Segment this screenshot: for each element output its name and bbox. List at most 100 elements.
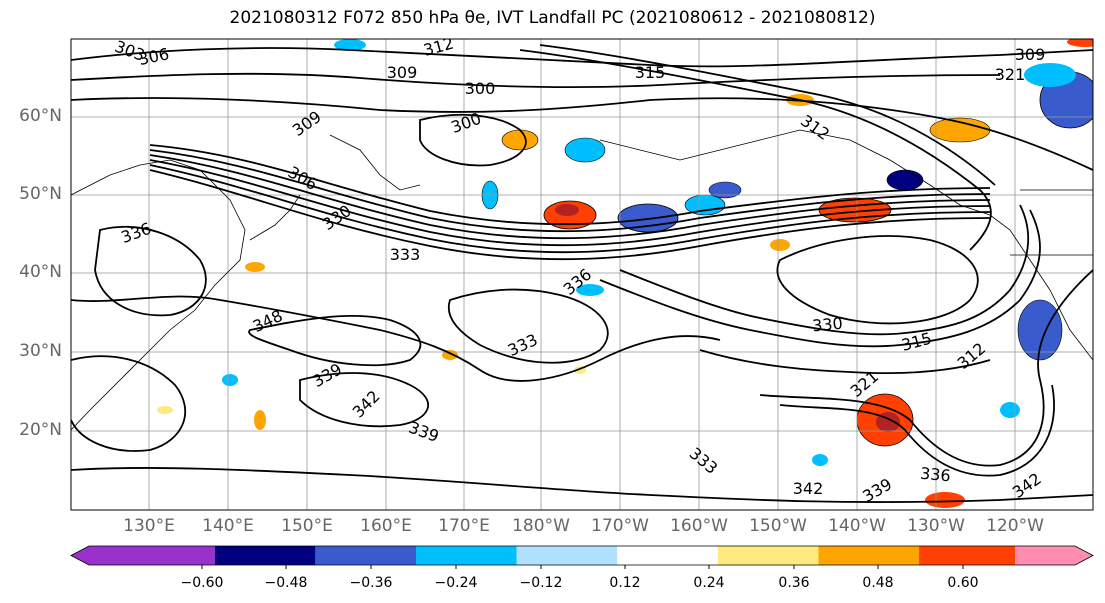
contour-line bbox=[299, 372, 429, 428]
contour-line bbox=[149, 149, 991, 233]
north-america-coastline bbox=[599, 129, 1093, 361]
negative-anomaly bbox=[708, 181, 742, 199]
positive-anomaly bbox=[925, 492, 965, 508]
negative-anomaly bbox=[334, 39, 366, 51]
negative-anomaly bbox=[617, 203, 679, 233]
positive-anomaly bbox=[1067, 39, 1093, 47]
contour-line bbox=[599, 209, 1041, 348]
contour-line bbox=[71, 72, 1001, 89]
colorbar-segment bbox=[315, 546, 416, 565]
negative-anomaly bbox=[576, 284, 604, 296]
contour-line bbox=[71, 355, 187, 452]
contour-label: 315 bbox=[635, 63, 666, 82]
contour-line bbox=[519, 49, 992, 251]
colorbar-tick-label: 0.48 bbox=[862, 575, 894, 591]
contour-line bbox=[539, 44, 996, 186]
asia-coastline bbox=[71, 159, 246, 431]
longitude-label: 160°W bbox=[670, 516, 728, 536]
negative-anomaly bbox=[812, 454, 828, 466]
longitude-label: 160°E bbox=[360, 516, 412, 536]
colorbar-tick-label: 0.36 bbox=[778, 575, 810, 591]
map-title: 2021080312 F072 850 hPa θe, IVT Landfall… bbox=[229, 8, 876, 28]
contour-label: 309 bbox=[1015, 45, 1046, 64]
colorbar-segment bbox=[717, 546, 819, 565]
positive-anomaly bbox=[254, 410, 266, 430]
contour-line bbox=[71, 295, 721, 382]
contour-line bbox=[779, 384, 1055, 477]
contour-line bbox=[248, 315, 422, 367]
colorbar-segment bbox=[214, 546, 316, 565]
colorbar-segment bbox=[818, 546, 920, 565]
contour-line bbox=[149, 169, 991, 261]
map-background bbox=[71, 39, 1093, 510]
positive-anomaly bbox=[501, 129, 539, 151]
negative-anomaly bbox=[1024, 63, 1076, 87]
negative-anomaly bbox=[564, 137, 606, 163]
contour-label: 336 bbox=[919, 464, 951, 486]
japan-coastline bbox=[249, 194, 301, 241]
negative-anomaly bbox=[222, 374, 238, 386]
contour-label: 333 bbox=[390, 245, 421, 264]
contour-line bbox=[94, 226, 207, 317]
contour-line bbox=[619, 204, 1030, 336]
contour-line bbox=[71, 467, 1093, 503]
contour-line bbox=[447, 288, 609, 364]
positive-anomaly bbox=[245, 262, 265, 272]
colorbar-extend-low bbox=[71, 546, 215, 565]
contour-label: 342 bbox=[793, 479, 824, 498]
kamchatka-coastline bbox=[329, 134, 421, 191]
latitude-label: 30°N bbox=[19, 341, 62, 361]
positive-anomaly bbox=[555, 204, 579, 216]
colorbar-tick-label: 0.24 bbox=[693, 575, 725, 591]
contour-label: 309 bbox=[387, 63, 418, 82]
colorbar-tick-label: −0.24 bbox=[434, 575, 478, 591]
colorbar-segment bbox=[516, 546, 618, 565]
colorbar-tick-label: −0.36 bbox=[349, 575, 393, 591]
graticule bbox=[71, 39, 1093, 510]
colorbar-outline bbox=[70, 545, 1094, 566]
colorbar bbox=[70, 545, 1094, 569]
contour-label: 330 bbox=[811, 314, 843, 336]
longitude-label: 130°E bbox=[123, 516, 175, 536]
longitude-label: 130°W bbox=[907, 516, 965, 536]
colorbar-tick-label: −0.48 bbox=[264, 575, 308, 591]
coastlines bbox=[71, 129, 1093, 431]
contour-label: 300 bbox=[465, 79, 496, 98]
colorbar-tick-label: 0.12 bbox=[609, 575, 641, 591]
contour-line bbox=[149, 159, 991, 247]
colorbar-segment bbox=[617, 546, 718, 565]
negative-anomaly bbox=[1017, 299, 1063, 361]
contour-line bbox=[699, 349, 991, 374]
map-frame bbox=[70, 38, 1094, 511]
contour-line bbox=[149, 144, 991, 226]
contour-line bbox=[759, 269, 1093, 467]
longitude-label: 140°E bbox=[202, 516, 254, 536]
contour-line bbox=[776, 235, 979, 325]
positive-anomaly bbox=[442, 350, 458, 360]
contour-line bbox=[149, 154, 991, 240]
negative-anomaly bbox=[1000, 402, 1020, 418]
latitude-label: 40°N bbox=[19, 262, 62, 282]
latitude-label: 60°N bbox=[19, 106, 62, 126]
contour-line bbox=[419, 113, 527, 167]
contour-label: 321 bbox=[995, 65, 1026, 84]
shaded-anomalies bbox=[157, 39, 1093, 508]
longitude-label: 180°W bbox=[512, 516, 570, 536]
colorbar-segment bbox=[415, 546, 517, 565]
colorbar-tick-label: −0.60 bbox=[180, 575, 224, 591]
longitude-label: 170°E bbox=[438, 516, 490, 536]
colorbar-tick-label: 0.60 bbox=[947, 575, 979, 591]
contour-line bbox=[71, 97, 1093, 171]
colorbar-tick-label: −0.12 bbox=[519, 575, 563, 591]
longitude-label: 140°W bbox=[828, 516, 886, 536]
contour-line bbox=[71, 47, 1093, 68]
longitude-label: 170°W bbox=[591, 516, 649, 536]
negative-anomaly bbox=[886, 169, 924, 191]
positive-anomaly bbox=[770, 239, 790, 251]
latitude-label: 20°N bbox=[19, 420, 62, 440]
positive-anomaly bbox=[157, 406, 173, 414]
longitude-label: 150°E bbox=[281, 516, 333, 536]
colorbar-extend-high bbox=[1015, 546, 1093, 565]
